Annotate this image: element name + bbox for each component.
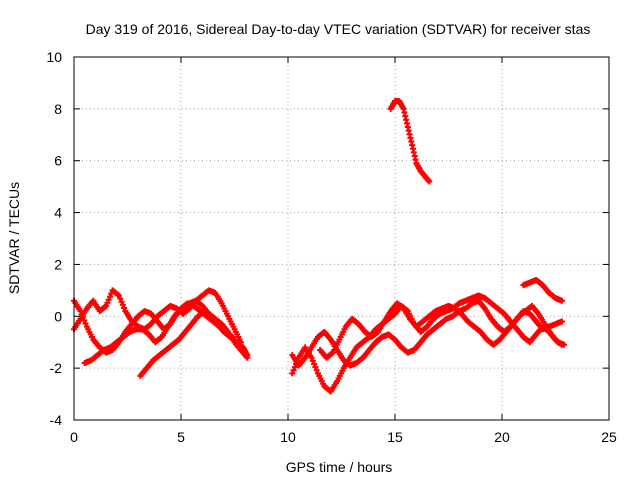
data-point: [309, 357, 316, 364]
series-track-7: [317, 300, 568, 361]
y-tick-label: 8: [54, 101, 62, 117]
data-point: [117, 295, 124, 302]
series-track-4: [137, 308, 251, 379]
data-point: [558, 318, 565, 325]
data-point: [118, 298, 125, 305]
series-track-9: [387, 98, 433, 185]
series-track-8: [520, 276, 565, 304]
data-point: [426, 178, 433, 185]
x-axis-label: GPS time / hours: [286, 459, 393, 475]
data-point: [77, 308, 84, 315]
y-axis-label: SDTVAR / TECUs: [6, 182, 22, 294]
data-point: [104, 299, 111, 306]
y-tick-label: 2: [54, 256, 62, 272]
series-track-6: [289, 297, 565, 369]
x-tick-label: 15: [387, 429, 403, 445]
plot-frame: [73, 56, 610, 421]
data-point: [289, 370, 296, 377]
y-tick-label: -4: [50, 412, 63, 428]
x-tick-label: 0: [70, 429, 78, 445]
data-point: [558, 297, 565, 304]
y-tick-label: 0: [54, 308, 62, 324]
data-point: [103, 302, 110, 309]
data-point: [291, 364, 298, 371]
y-tick-label: 6: [54, 153, 62, 169]
chart-title: Day 319 of 2016, Sidereal Day-to-day VTE…: [86, 21, 591, 37]
data-points: [71, 98, 568, 395]
data-point: [105, 296, 112, 303]
grid: [74, 57, 609, 420]
data-point: [82, 320, 89, 327]
data-point: [119, 301, 126, 308]
data-point: [561, 341, 568, 348]
x-tick-label: 25: [601, 429, 617, 445]
data-point: [313, 367, 320, 374]
data-point: [244, 352, 251, 359]
x-tick-label: 10: [280, 429, 296, 445]
data-point: [311, 360, 318, 367]
data-point: [115, 292, 122, 299]
axis-ticks: 0 5 10 15 20 25 -4 -2 0 2 4 6 8 10: [46, 49, 617, 445]
y-tick-label: 4: [54, 205, 62, 221]
x-tick-label: 20: [494, 429, 510, 445]
data-point: [290, 367, 297, 374]
x-tick-label: 5: [177, 429, 185, 445]
y-tick-label: 10: [46, 49, 62, 65]
data-point: [106, 293, 113, 300]
data-point: [81, 317, 88, 324]
data-point: [308, 354, 315, 361]
y-tick-label: -2: [50, 360, 63, 376]
data-point: [312, 364, 319, 371]
data-point: [121, 304, 128, 311]
